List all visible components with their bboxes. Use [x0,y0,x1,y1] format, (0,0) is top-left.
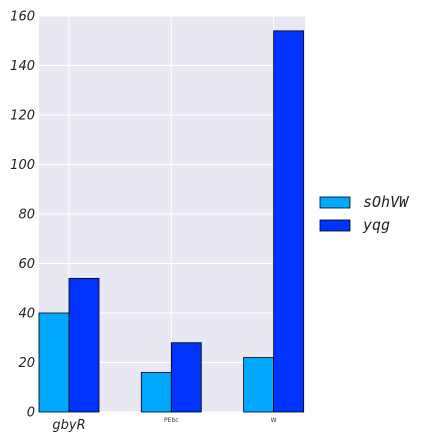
bars [38,30,305,413]
bar-yqg-PEbc [170,342,202,413]
bar-sOhVW-W [243,357,275,413]
legend-label-yqg: yqg [362,216,390,234]
y-tick-label: 40 [18,307,35,322]
y-tick-label: 0 [27,406,35,421]
bar-yqg-gbyR [68,277,100,413]
y-tick-label: 140 [10,59,35,74]
bar-yqg-W [273,30,305,413]
legend-swatch-sOhVW [319,196,351,209]
y-tick-label: 20 [18,356,35,371]
x-axis-ticks: gbyR PEbc W [52,417,276,433]
y-axis-ticks: 0 20 40 60 80 100 120 140 160 [10,10,35,421]
legend: sOhVW yqg [319,193,410,234]
legend-swatch-yqg [319,219,351,232]
y-tick-label: 80 [18,208,35,223]
x-tick-label: PEbc [164,417,179,424]
y-tick-label: 60 [18,257,35,272]
legend-label-sOhVW: sOhVW [363,193,410,211]
y-tick-label: 100 [10,158,35,173]
y-tick-label: 120 [10,109,35,124]
x-tick-label: gbyR [52,418,85,433]
x-tick-label: W [271,417,277,424]
y-tick-label: 160 [10,10,35,25]
bar-sOhVW-gbyR [38,312,70,413]
bar-sOhVW-PEbc [140,371,172,413]
